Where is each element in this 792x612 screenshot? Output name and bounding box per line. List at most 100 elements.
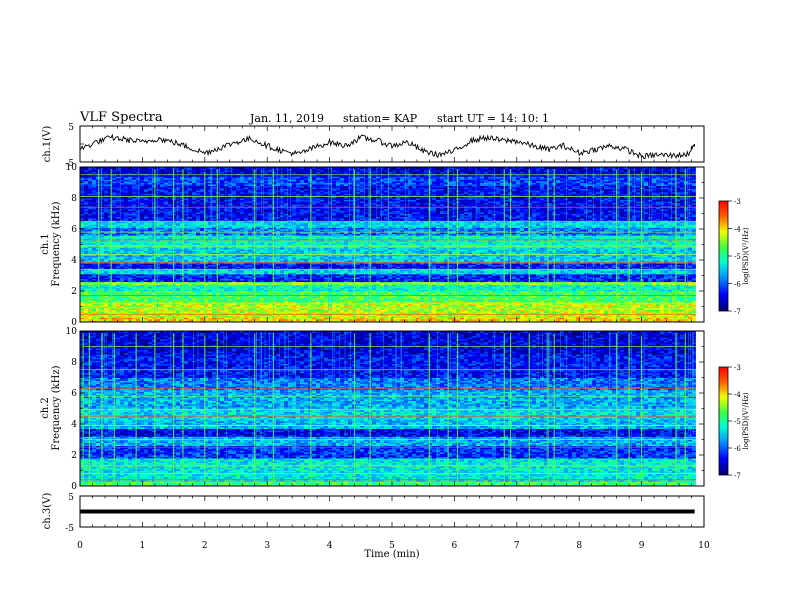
spectrogram-cell — [636, 318, 641, 321]
spectrogram-cell — [376, 298, 381, 301]
spectrogram-cell — [100, 301, 105, 304]
spectrogram-cell — [644, 309, 649, 312]
spectrogram-cell — [224, 308, 229, 310]
spectrogram-cell — [280, 298, 285, 301]
spectrogram-cell — [644, 303, 649, 306]
spectrogram-cell — [272, 311, 277, 314]
spectrogram-cell — [192, 304, 197, 307]
spectrogram-cell — [624, 300, 629, 303]
spectrogram-cell — [348, 320, 353, 323]
spectrogram-cell — [340, 306, 345, 309]
spectrogram-cell — [276, 311, 281, 314]
spectrogram-cell — [88, 298, 93, 301]
spectrogram-cell — [500, 311, 505, 314]
spectrogram-cell — [400, 308, 405, 310]
spectrogram-cell — [200, 291, 205, 293]
spectrogram-cell — [168, 309, 173, 312]
spectrogram-cell — [228, 318, 233, 321]
spectrogram-cell — [616, 311, 621, 314]
spectrogram-cell — [616, 309, 621, 312]
spectrogram-cell — [424, 308, 429, 310]
spectrogram-cell — [160, 292, 165, 295]
spectrogram-cell — [680, 306, 685, 309]
spectrogram-cell — [672, 315, 677, 318]
spectrogram-cell — [448, 306, 453, 309]
spectrogram-cell — [316, 294, 321, 297]
spectrogram-cell — [160, 314, 165, 317]
spectrogram-cell — [356, 315, 361, 318]
spectrogram-cell — [328, 312, 333, 315]
spectrogram-cell — [588, 317, 593, 320]
spectrogram-cell — [412, 320, 417, 323]
spectrogram-cell — [576, 309, 581, 312]
spectrogram-cell — [436, 317, 441, 320]
spectrogram-cell — [616, 304, 621, 307]
spectrogram-cell — [240, 297, 245, 300]
spectrogram-cell — [224, 297, 229, 300]
spectrogram-cell — [132, 317, 137, 320]
spectrogram-cell — [324, 308, 329, 310]
spectrogram-cell — [112, 318, 117, 321]
spectrogram-cell — [588, 318, 593, 321]
spectrogram-cell — [100, 308, 105, 310]
spectrogram-cell — [164, 297, 169, 300]
spectrogram-cell — [392, 320, 397, 323]
spectrogram-cell — [560, 311, 565, 314]
spectrogram-cell — [360, 292, 365, 295]
spectrogram-cell — [484, 314, 489, 317]
spectrogram-cell — [128, 306, 133, 309]
spectrogram-cell — [424, 303, 429, 306]
spectrogram-cell — [688, 304, 693, 307]
spectrogram-cell — [536, 297, 541, 300]
spectrogram-cell — [600, 308, 605, 310]
spectrogram-cell — [348, 306, 353, 309]
spectrogram-cell — [600, 312, 605, 315]
spectrogram-cell — [124, 309, 129, 312]
spectrogram-cell — [464, 292, 469, 295]
spectrogram-cell — [192, 300, 197, 303]
spectrogram-cell — [520, 304, 525, 307]
spectrogram-cell — [228, 308, 233, 310]
spectrogram-cell — [356, 303, 361, 306]
spectrogram-cell — [224, 295, 229, 298]
spectrogram-cell — [120, 297, 125, 300]
spectrogram-cell — [324, 301, 329, 304]
spectrogram-cell — [444, 300, 449, 303]
spectrogram-cell — [364, 300, 369, 303]
spectrogram-cell — [608, 318, 613, 321]
spectrogram-cell — [168, 306, 173, 309]
spectrogram-cell — [184, 317, 189, 320]
spectrogram-cell — [692, 306, 697, 309]
spectrogram-cell — [188, 303, 193, 306]
spectrogram-cell — [632, 304, 637, 307]
spectrogram-cell — [204, 314, 209, 317]
spectrogram-cell — [368, 320, 373, 323]
spectrogram-cell — [216, 303, 221, 306]
spectrogram-cell — [236, 306, 241, 309]
spectrogram-cell — [216, 291, 221, 293]
spectrogram-cell — [104, 308, 109, 310]
spectrogram-cell — [372, 300, 377, 303]
spectrogram-cell — [248, 297, 253, 300]
spectrogram-cell — [336, 315, 341, 318]
spectrogram-cell — [624, 308, 629, 310]
spectrogram-cell — [568, 294, 573, 297]
spectrogram-cell — [660, 320, 665, 323]
spectrogram-cell — [688, 300, 693, 303]
spectrogram-cell — [80, 318, 85, 321]
spectrogram-cell — [220, 311, 225, 314]
spectrogram-cell — [176, 297, 181, 300]
spectrogram-cell — [496, 312, 501, 315]
spectrogram-cell — [232, 298, 237, 301]
spectrogram-cell — [320, 315, 325, 318]
spectrogram-cell — [540, 318, 545, 321]
spectrogram-cell — [148, 298, 153, 301]
spectrogram-cell — [628, 294, 633, 297]
spectrogram-cell — [660, 309, 665, 312]
spectrogram-cell — [364, 292, 369, 295]
spectrogram-cell — [436, 309, 441, 312]
spectrogram-cell — [600, 294, 605, 297]
spectrogram-cell — [460, 298, 465, 301]
spectrogram-cell — [320, 292, 325, 295]
spectrogram-cell — [240, 314, 245, 317]
